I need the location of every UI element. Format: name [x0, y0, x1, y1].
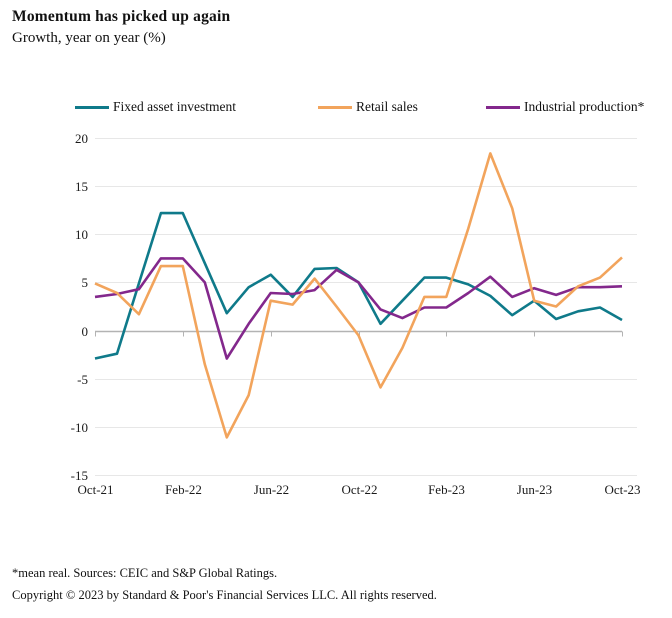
legend-line-swatch [75, 105, 109, 109]
legend-label: Fixed asset investment [113, 99, 236, 114]
copyright-notice: Copyright © 2023 by Standard & Poor's Fi… [12, 588, 437, 602]
svg-text:Feb-22: Feb-22 [165, 482, 202, 497]
legend: Fixed asset investment Retail sales Indu… [0, 98, 672, 116]
svg-text:Oct-23: Oct-23 [604, 482, 640, 497]
svg-text:0: 0 [82, 324, 89, 339]
svg-text:20: 20 [75, 131, 88, 146]
legend-item-industrial-production: Industrial production* [486, 98, 644, 116]
legend-item-retail-sales: Retail sales [318, 98, 418, 116]
svg-text:Oct-21: Oct-21 [77, 482, 113, 497]
legend-label: Industrial production* [524, 99, 645, 114]
svg-text:-5: -5 [77, 372, 88, 387]
chart-title: Momentum has picked up again [12, 8, 231, 25]
legend-item-fixed-asset-investment: Fixed asset investment [75, 98, 236, 116]
svg-text:-10: -10 [71, 420, 88, 435]
chart-subtitle: Growth, year on year (%) [12, 30, 166, 46]
svg-text:15: 15 [75, 179, 88, 194]
svg-text:Jun-22: Jun-22 [254, 482, 289, 497]
legend-label: Retail sales [356, 99, 418, 114]
svg-text:5: 5 [82, 275, 89, 290]
svg-text:-15: -15 [71, 468, 88, 483]
svg-text:Feb-23: Feb-23 [428, 482, 465, 497]
legend-line-swatch [318, 105, 352, 109]
legend-line-swatch [486, 105, 520, 109]
svg-text:10: 10 [75, 227, 88, 242]
svg-text:Jun-23: Jun-23 [517, 482, 552, 497]
footnote: *mean real. Sources: CEIC and S&P Global… [12, 566, 278, 580]
svg-text:Oct-22: Oct-22 [341, 482, 377, 497]
